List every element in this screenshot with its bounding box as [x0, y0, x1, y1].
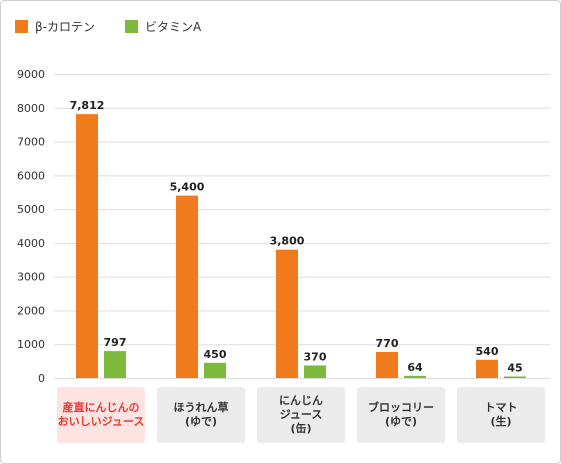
data-label-series1-0: 797: [104, 336, 127, 349]
legend-swatch-vitamin-a: [125, 20, 138, 33]
data-label-series0-1: 5,400: [170, 181, 205, 194]
bar-series1-4: [504, 376, 526, 378]
category-label-0: 産直にんじんの おいしいジュース: [57, 387, 145, 443]
legend-label-vitamin-a: ビタミンA: [145, 20, 202, 34]
data-label-series1-2: 370: [304, 351, 327, 364]
y-tick-label-7: 7000: [17, 136, 45, 149]
data-label-series0-4: 540: [476, 345, 499, 358]
category-label-3: ブロッコリー (ゆで): [357, 387, 445, 443]
bar-series0-2: [276, 249, 298, 378]
data-label-series0-2: 3,800: [270, 235, 305, 248]
bar-series1-1: [204, 362, 226, 378]
category-label-1: ほうれん草 (ゆで): [157, 387, 245, 443]
y-tick-label-9: 9000: [17, 68, 45, 81]
bar-series0-4: [476, 359, 498, 378]
legend-swatch-beta-carotene: [15, 20, 28, 33]
y-tick-label-5: 5000: [17, 203, 45, 216]
bar-series0-3: [376, 351, 398, 378]
y-tick-label-4: 4000: [17, 237, 45, 250]
bar-series0-1: [176, 195, 198, 378]
y-tick-label-1: 1000: [17, 338, 45, 351]
category-label-2: にんじん ジュース (缶): [257, 387, 345, 443]
category-label-4: トマト (生): [457, 387, 545, 443]
data-label-series1-1: 450: [204, 348, 227, 361]
y-tick-label-2: 2000: [17, 304, 45, 317]
data-label-series0-0: 7,812: [70, 99, 105, 112]
legend-item-beta-carotene: β-カロテン: [15, 18, 95, 35]
legend-label-beta-carotene: β-カロテン: [35, 20, 95, 34]
data-label-series1-3: 64: [407, 361, 423, 374]
y-tick-label-8: 8000: [17, 102, 45, 115]
y-tick-label-3: 3000: [17, 271, 45, 284]
bar-series1-2: [304, 365, 326, 378]
y-tick-label-0: 0: [38, 372, 45, 385]
bar-series0-0: [76, 114, 98, 379]
bar-series1-3: [404, 375, 426, 378]
bar-series1-0: [104, 351, 126, 378]
legend-item-vitamin-a: ビタミンA: [125, 18, 201, 35]
data-label-series0-3: 770: [376, 337, 399, 350]
data-label-series1-4: 45: [507, 361, 522, 374]
y-tick-label-6: 6000: [17, 169, 45, 182]
